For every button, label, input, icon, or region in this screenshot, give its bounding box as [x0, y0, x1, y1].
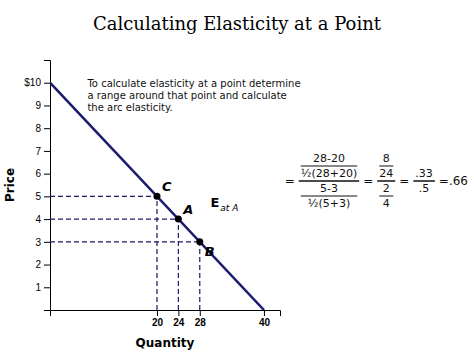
tick-mark — [44, 219, 50, 220]
formula-term: 2 — [383, 182, 390, 195]
tick-label: 4 — [35, 214, 41, 225]
tick-label: 8 — [35, 123, 41, 134]
y-axis: 1 2 3 4 5 6 7 8 9 $10 — [24, 61, 50, 311]
fraction-bar — [377, 180, 395, 182]
chart: Calculating Elasticity at a Point2024284… — [0, 0, 474, 355]
tick-mark — [44, 174, 50, 175]
tick-mark — [44, 105, 50, 106]
annotation: To calculate elasticity at a point deter… — [86, 78, 300, 113]
tick-mark — [44, 287, 50, 288]
formula-term: 28-20 — [313, 152, 345, 165]
formula-term: .33 — [415, 167, 433, 180]
y-tick: 9 — [35, 100, 50, 111]
drop-line-horizontal — [50, 218, 178, 219]
formula: =28-20½(28+20)5-3½(5+3)=82424=.33.5=.66 — [285, 152, 468, 210]
point-label: B — [205, 244, 215, 259]
fraction-bar — [299, 180, 359, 182]
y-tick: 4 — [35, 214, 50, 225]
y-tick: 8 — [35, 123, 50, 134]
tick-mark — [264, 310, 265, 316]
formula-term: 8 — [383, 152, 390, 165]
labels: A B C To calculate elasticity at a point de… — [86, 78, 300, 259]
point — [196, 238, 203, 245]
x-tick: 28 — [195, 310, 207, 328]
x-tick: 24 — [173, 310, 185, 328]
tick-label: 9 — [35, 100, 41, 111]
tick-mark — [44, 242, 50, 243]
axis-domain — [44, 61, 51, 311]
tick-label: 5 — [35, 191, 41, 202]
point — [153, 193, 160, 200]
tick-label: 28 — [195, 317, 207, 328]
marks — [50, 83, 264, 310]
tick-mark — [200, 310, 201, 316]
point-label: A — [182, 202, 193, 217]
x-axis-title: Quantity — [136, 336, 195, 350]
tick-label: $10 — [24, 77, 41, 88]
formula-term: 4 — [383, 197, 390, 210]
y-tick: 3 — [35, 237, 50, 248]
annotation-line: To calculate elasticity at a point deter… — [86, 78, 300, 89]
formula-term: = — [285, 174, 295, 188]
formula-term: .5 — [419, 182, 430, 195]
formula-term: ½(5+3) — [308, 197, 350, 210]
drop-line-vertical — [156, 196, 157, 310]
point — [175, 216, 182, 223]
tick-label: 1 — [35, 282, 41, 293]
annotation-line: a range around that point and calculate — [87, 90, 286, 101]
tick-label: 24 — [173, 317, 185, 328]
drop-line-vertical — [199, 242, 200, 310]
tick-mark — [157, 310, 158, 316]
point-label: C — [162, 179, 172, 194]
y-tick: 7 — [35, 146, 50, 157]
elasticity-label: E — [210, 195, 219, 210]
annotation-line: the arc elasticity. — [87, 102, 172, 113]
formula-term: 24 — [379, 167, 393, 180]
x-tick: 40 — [259, 310, 271, 328]
drop-line-horizontal — [50, 196, 157, 197]
title: Calculating Elasticity at a Point — [93, 13, 382, 34]
tick-mark — [44, 151, 50, 152]
x-tick: 20 — [152, 310, 164, 328]
y-tick: $10 — [24, 77, 50, 88]
axis-domain — [51, 311, 281, 317]
formula-term: = — [363, 174, 373, 188]
y-tick: 5 — [35, 191, 50, 202]
drop-line-horizontal — [50, 241, 200, 242]
elasticity-subscript: at A — [220, 203, 238, 213]
tick-mark — [178, 310, 179, 316]
tick-label: 2 — [35, 259, 41, 270]
tick-mark — [44, 196, 50, 197]
fraction-bar — [379, 196, 393, 197]
tick-label: 3 — [35, 237, 41, 248]
fraction-bar — [301, 196, 357, 197]
formula-term: 5-3 — [320, 182, 338, 195]
fraction-bar — [301, 166, 357, 167]
y-tick: 2 — [35, 259, 50, 270]
tick-label: 6 — [35, 168, 41, 179]
fraction-bar — [413, 180, 435, 182]
demand-line — [50, 83, 264, 310]
y-axis-title: Price — [3, 168, 17, 202]
y-tick: 1 — [35, 282, 50, 293]
formula-term: = — [399, 174, 409, 188]
formula-term: ½(28+20) — [301, 167, 357, 180]
tick-mark — [44, 128, 50, 129]
tick-label: 7 — [35, 146, 41, 157]
formula-term: =.66 — [439, 174, 468, 188]
tick-mark — [44, 83, 50, 84]
x-axis: 20 24 28 40 — [51, 310, 281, 328]
tick-label: 20 — [152, 317, 164, 328]
fraction-bar — [379, 166, 393, 167]
plot: 20 24 28 40 1 2 3 4 5 6 7 8 9 $10 A B C To calculate elas… — [24, 61, 300, 329]
drop-line-vertical — [178, 219, 179, 310]
tick-label: 40 — [259, 317, 271, 328]
tick-mark — [44, 265, 50, 266]
y-tick: 6 — [35, 168, 50, 179]
